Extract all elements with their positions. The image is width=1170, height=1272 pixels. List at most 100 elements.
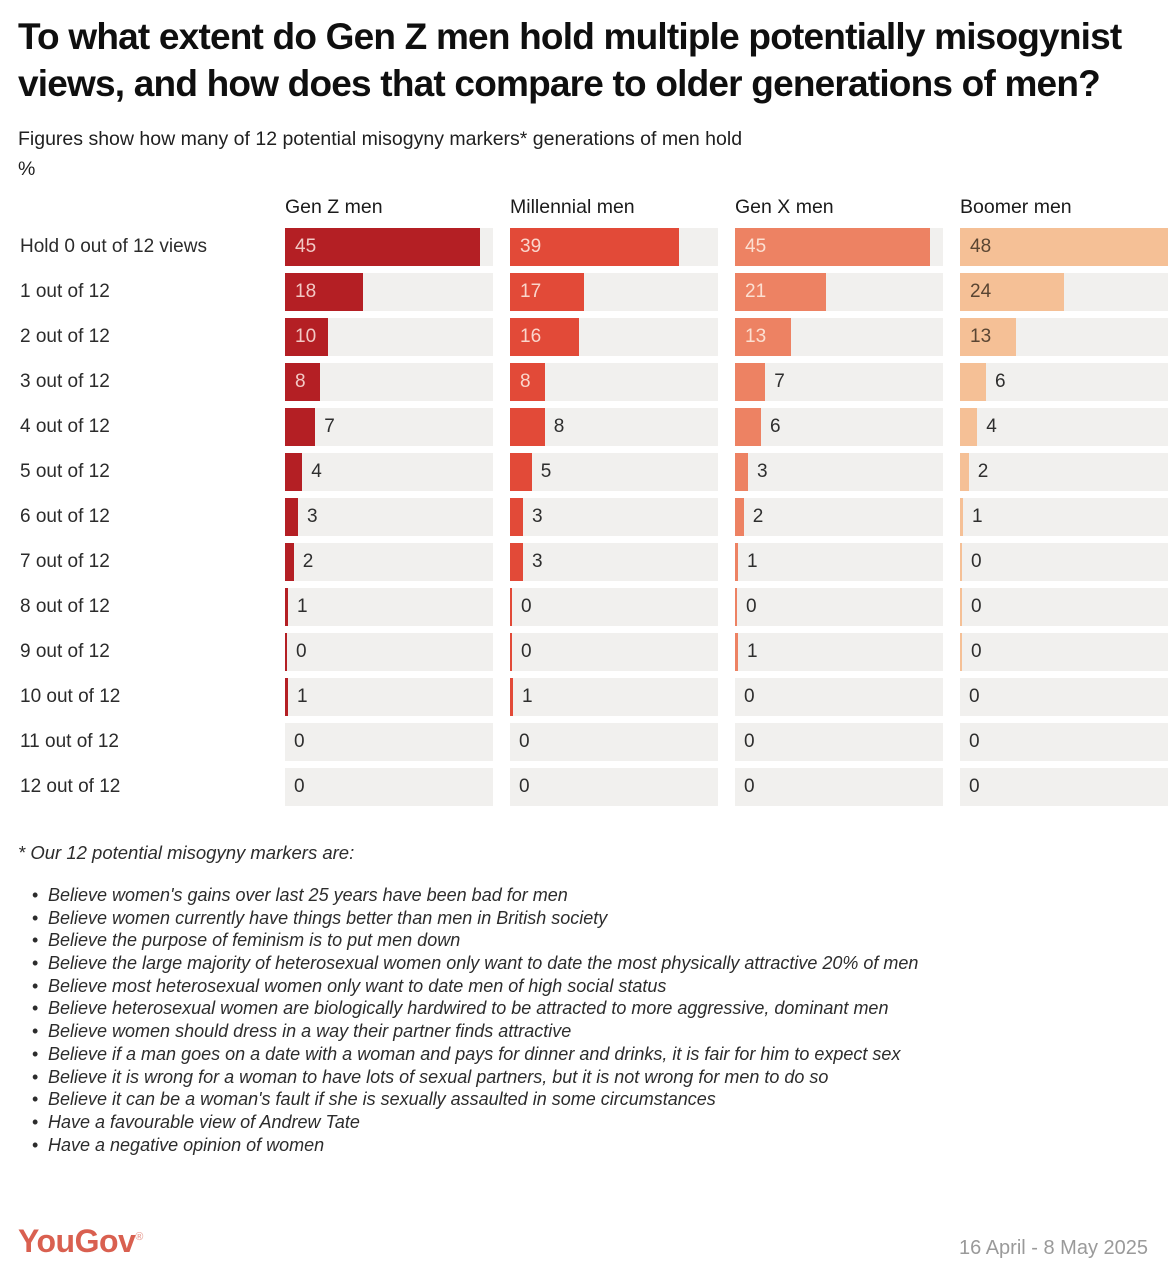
- bar: [285, 497, 298, 536]
- bar: [510, 362, 545, 401]
- bar-track: 3: [510, 542, 718, 581]
- chart-row: 12 out of 12 0 0 0 0: [18, 767, 1168, 806]
- row-label: 3 out of 12: [20, 370, 110, 392]
- column-header: Boomer men: [960, 195, 1072, 218]
- footnote-bullet-text: Believe women currently have things bett…: [48, 907, 608, 928]
- chart-row: 7 out of 12 2 3 1 0: [18, 542, 1168, 581]
- value-label: 48: [970, 235, 992, 257]
- bullet-icon: •: [32, 998, 39, 1019]
- bar-track: 4: [960, 407, 1168, 446]
- row-label: 6 out of 12: [20, 505, 110, 527]
- value-label: 1: [297, 685, 308, 707]
- value-label: 45: [295, 235, 317, 257]
- value-label: 8: [520, 370, 531, 392]
- bar-track: 6: [735, 407, 943, 446]
- bar-track: 3: [735, 452, 943, 491]
- bar-track: 0: [960, 722, 1168, 761]
- bar: [285, 362, 320, 401]
- value-label: 0: [746, 595, 757, 617]
- value-label: 4: [986, 415, 997, 437]
- value-label: 0: [521, 595, 532, 617]
- bar: [960, 632, 962, 671]
- footnote-bullet-text: Believe it can be a woman's fault if she…: [48, 1089, 716, 1110]
- bullet-icon: •: [32, 1066, 39, 1087]
- footnote-bullet: • Have a negative opinion of women: [32, 1134, 1152, 1157]
- bar: [285, 632, 287, 671]
- chart-row: 2 out of 12 10 16 13 13: [18, 317, 1168, 356]
- value-label: 13: [745, 325, 767, 347]
- value-label: 7: [324, 415, 335, 437]
- bar: [510, 407, 545, 446]
- bar-track: 48: [960, 227, 1168, 266]
- bullet-icon: •: [32, 1021, 39, 1042]
- bullet-icon: •: [32, 884, 39, 905]
- bar-track: 2: [285, 542, 493, 581]
- bullet-icon: •: [32, 1112, 39, 1132]
- chart-row: 3 out of 12 8 8 7 6: [18, 362, 1168, 401]
- bar-track: 0: [735, 767, 943, 806]
- bar-track: 3: [285, 497, 493, 536]
- chart-row: 10 out of 12 1 1 0 0: [18, 677, 1168, 716]
- bar-track: 2: [735, 497, 943, 536]
- bullet-icon: •: [32, 1134, 39, 1155]
- value-label: 18: [295, 280, 317, 302]
- row-label: 4 out of 12: [20, 415, 110, 437]
- value-label: 1: [297, 595, 308, 617]
- bar: [285, 272, 363, 311]
- chart-row: 4 out of 12 7 8 6 4: [18, 407, 1168, 446]
- bar-track: 10: [285, 317, 493, 356]
- row-label: Hold 0 out of 12 views: [20, 235, 207, 257]
- value-label: 6: [995, 370, 1006, 392]
- value-label: 0: [519, 775, 530, 797]
- bar: [285, 317, 329, 356]
- value-label: 0: [969, 775, 980, 797]
- bar: [735, 497, 744, 536]
- bar: [510, 497, 523, 536]
- bar-track: 45: [735, 227, 943, 266]
- value-label: 39: [520, 235, 542, 257]
- footnote-bullet-text: Believe heterosexual women are biologica…: [48, 998, 889, 1019]
- value-label: 0: [969, 685, 980, 707]
- footnote-bullet: • Have a favourable view of Andrew Tate: [32, 1111, 1152, 1134]
- value-label: 0: [519, 730, 530, 752]
- value-label: 17: [520, 280, 542, 302]
- bar: [285, 677, 288, 716]
- bar: [735, 227, 930, 266]
- bar: [510, 452, 532, 491]
- bar-track: 0: [285, 632, 493, 671]
- footnote-bullet: • Believe women's gains over last 25 year…: [32, 884, 1152, 907]
- footnote-bullet-text: Believe the large majority of heterosexu…: [48, 953, 919, 974]
- yougov-logo-text: YouGov: [18, 1223, 136, 1259]
- value-label: 45: [745, 235, 767, 257]
- bullet-icon: •: [32, 1043, 39, 1064]
- footnote-bullet-text: Believe it is wrong for a woman to have …: [48, 1066, 829, 1087]
- bar: [960, 317, 1017, 356]
- value-label: 3: [532, 550, 543, 572]
- bar: [960, 542, 962, 581]
- bar: [285, 452, 303, 491]
- bar-track: 0: [960, 587, 1168, 626]
- footnote-bullet: • Believe most heterosexual women only wa…: [32, 975, 1152, 998]
- bar: [960, 452, 969, 491]
- value-label: 8: [295, 370, 306, 392]
- bar: [735, 407, 761, 446]
- value-label: 1: [972, 505, 983, 527]
- value-label: 0: [294, 730, 305, 752]
- bar: [510, 542, 523, 581]
- bar: [735, 317, 792, 356]
- chart-subtitle: Figures show how many of 12 potential mi…: [18, 127, 743, 150]
- value-label: 0: [521, 640, 532, 662]
- footnote-bullet-text: Believe most heterosexual women only wan…: [48, 975, 667, 996]
- bar-track: 4: [285, 452, 493, 491]
- footnote-bullet-text: Have a negative opinion of women: [48, 1134, 325, 1155]
- bar: [735, 587, 737, 626]
- bar-track: 8: [510, 362, 718, 401]
- value-label: 21: [745, 280, 767, 302]
- bullet-icon: •: [32, 907, 39, 928]
- bar-track: 2: [960, 452, 1168, 491]
- bar: [735, 542, 738, 581]
- bar-track: 1: [510, 677, 718, 716]
- yougov-logo: YouGov®: [18, 1223, 143, 1260]
- bar-track: 0: [510, 587, 718, 626]
- row-label: 9 out of 12: [20, 640, 110, 662]
